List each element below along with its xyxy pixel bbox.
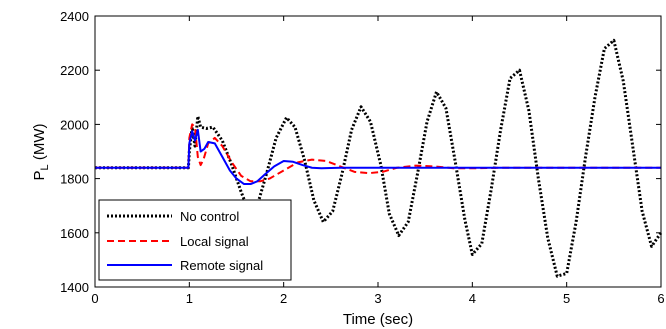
x-tick-label: 4 bbox=[469, 291, 476, 306]
y-tick-label: 2200 bbox=[60, 63, 89, 78]
legend-label-local-signal: Local signal bbox=[180, 234, 249, 249]
x-tick-label: 6 bbox=[657, 291, 664, 306]
x-tick-label: 0 bbox=[91, 291, 98, 306]
y-axis-title-main: P bbox=[31, 170, 48, 180]
y-axis-title-unit: (MW) bbox=[31, 124, 48, 165]
legend-label-remote-signal: Remote signal bbox=[180, 258, 263, 273]
x-tick-label: 3 bbox=[374, 291, 381, 306]
y-tick-label: 1600 bbox=[60, 226, 89, 241]
series-lines bbox=[95, 38, 663, 278]
y-tick-label: 1400 bbox=[60, 280, 89, 295]
x-tick-label: 1 bbox=[186, 291, 193, 306]
x-axis-title: Time (sec) bbox=[343, 311, 413, 328]
legend: No control Local signal Remote signal bbox=[98, 199, 292, 281]
series-line-local-signal bbox=[95, 123, 661, 183]
series-line-no-control bbox=[95, 38, 663, 278]
y-tick-label: 2400 bbox=[60, 9, 89, 24]
series-line-remote-signal bbox=[95, 128, 661, 186]
y-tick-label: 1800 bbox=[60, 172, 89, 187]
y-axis-title: PL (MW) bbox=[31, 124, 51, 181]
x-tick-label: 2 bbox=[280, 291, 287, 306]
x-tick-label: 5 bbox=[563, 291, 570, 306]
legend-label-no-control: No control bbox=[180, 209, 239, 224]
axis-ticks bbox=[94, 15, 662, 288]
axis-tick-labels: 0 1 2 3 4 5 6 1400 1600 1800 2000 2200 2400 bbox=[60, 9, 665, 306]
y-tick-label: 2000 bbox=[60, 117, 89, 132]
y-axis-title-subscript: L bbox=[39, 164, 51, 170]
